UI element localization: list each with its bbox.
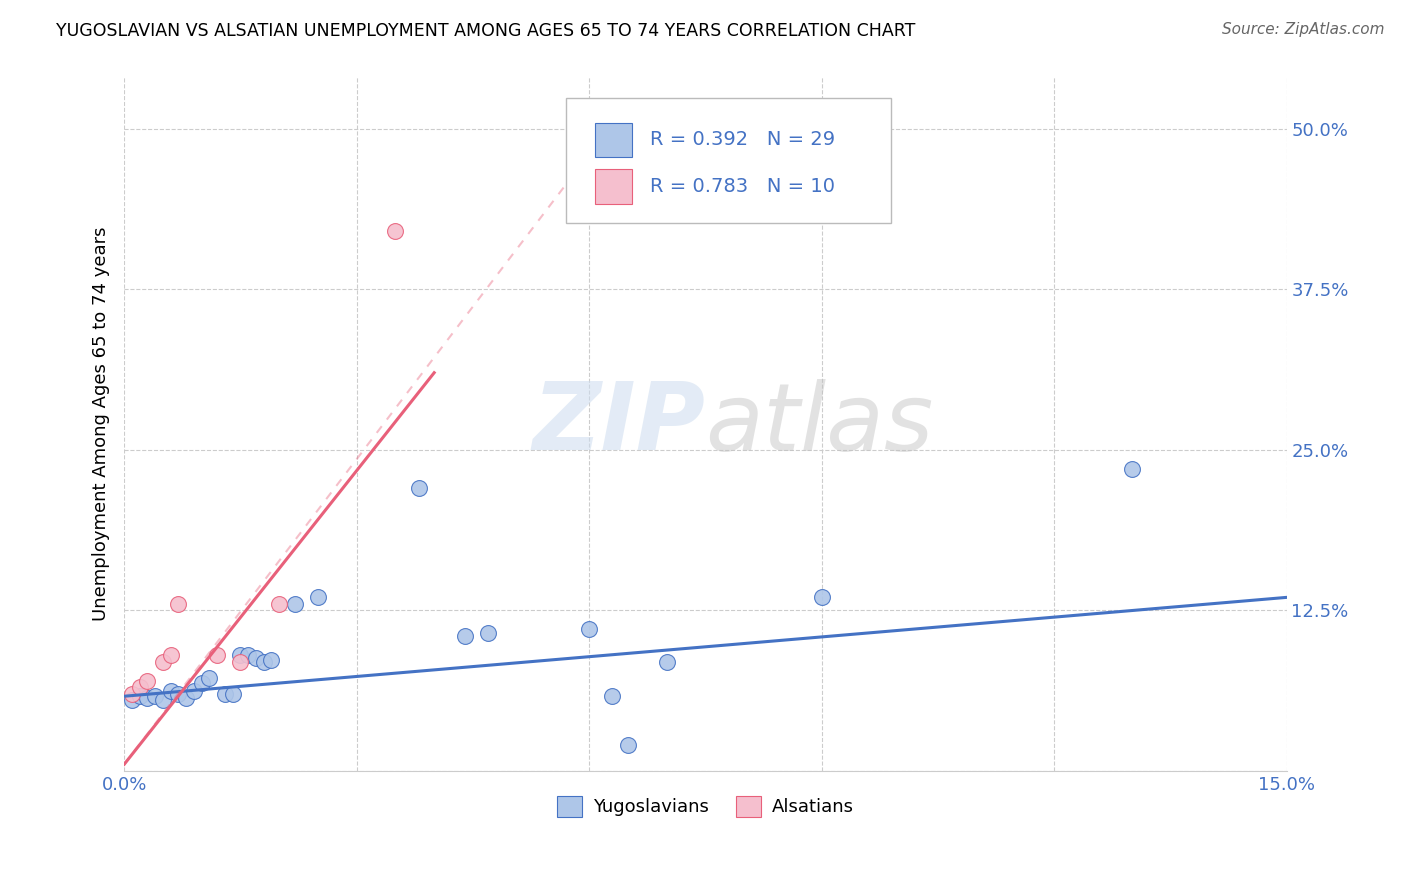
Legend: Yugoslavians, Alsatians: Yugoslavians, Alsatians: [550, 789, 862, 824]
Point: [238, 648, 260, 662]
Point: [190, 676, 212, 690]
FancyBboxPatch shape: [595, 122, 633, 157]
Point: [159, 684, 181, 698]
Point: [602, 690, 624, 704]
Point: [214, 687, 236, 701]
Point: [136, 673, 159, 688]
Point: [121, 693, 143, 707]
Point: [167, 687, 190, 701]
Point: [408, 481, 430, 495]
Point: [128, 690, 150, 704]
Point: [810, 591, 832, 605]
Point: [284, 597, 307, 611]
Point: [167, 597, 190, 611]
Point: [245, 650, 267, 665]
Point: [143, 690, 166, 704]
Point: [253, 655, 276, 669]
Point: [128, 680, 150, 694]
Point: [121, 687, 143, 701]
Point: [1121, 462, 1143, 476]
Text: R = 0.783   N = 10: R = 0.783 N = 10: [650, 177, 835, 195]
Point: [198, 671, 221, 685]
FancyBboxPatch shape: [567, 98, 891, 223]
Point: [229, 655, 252, 669]
Point: [260, 653, 283, 667]
Point: [477, 626, 499, 640]
Point: [617, 738, 640, 752]
Text: ZIP: ZIP: [533, 378, 706, 470]
Point: [152, 693, 174, 707]
Point: [229, 648, 252, 662]
Point: [222, 687, 245, 701]
Point: [269, 597, 291, 611]
Point: [174, 690, 197, 705]
Point: [384, 225, 406, 239]
Point: [655, 655, 678, 669]
Text: YUGOSLAVIAN VS ALSATIAN UNEMPLOYMENT AMONG AGES 65 TO 74 YEARS CORRELATION CHART: YUGOSLAVIAN VS ALSATIAN UNEMPLOYMENT AMO…: [56, 22, 915, 40]
Point: [136, 690, 159, 705]
Y-axis label: Unemployment Among Ages 65 to 74 years: Unemployment Among Ages 65 to 74 years: [93, 227, 110, 622]
Text: Source: ZipAtlas.com: Source: ZipAtlas.com: [1222, 22, 1385, 37]
Point: [205, 648, 228, 662]
Text: R = 0.392   N = 29: R = 0.392 N = 29: [650, 130, 835, 149]
Text: atlas: atlas: [706, 378, 934, 469]
FancyBboxPatch shape: [595, 169, 633, 203]
Point: [307, 591, 329, 605]
Point: [152, 655, 174, 669]
Point: [578, 623, 600, 637]
Point: [159, 648, 181, 662]
Point: [183, 684, 205, 698]
Point: [454, 629, 477, 643]
